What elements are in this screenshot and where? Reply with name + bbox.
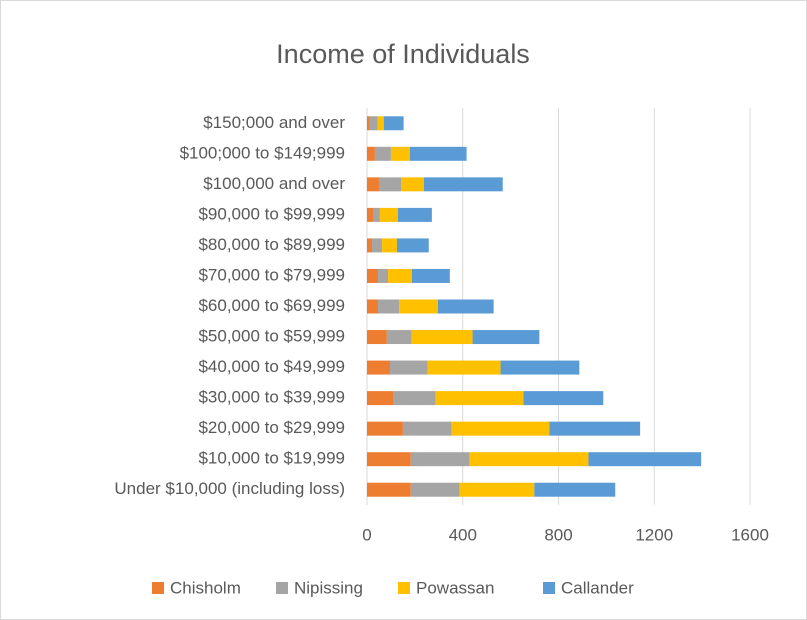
x-tick-label: 400 — [449, 525, 477, 544]
bar-segment — [378, 299, 400, 314]
bar-segment — [367, 360, 390, 375]
bar-segment — [523, 391, 604, 406]
legend-label: Callander — [561, 578, 634, 597]
y-tick-label: $20,000 to $29,999 — [198, 418, 345, 437]
bar-segment — [388, 268, 413, 283]
bar-segment — [399, 299, 438, 314]
x-tick-label: 0 — [362, 525, 371, 544]
bar-segment — [367, 391, 394, 406]
y-tick-label: $40,000 to $49,999 — [198, 357, 345, 376]
legend-swatch — [152, 582, 164, 594]
legend-label: Chisholm — [170, 578, 241, 597]
bar-segment — [367, 177, 379, 192]
bar-segment — [367, 330, 387, 345]
bar-segment — [367, 146, 375, 161]
y-tick-label: $100,000 and over — [203, 174, 345, 193]
bar-segment — [367, 116, 370, 131]
bar-segment — [378, 268, 389, 283]
bar-segment — [410, 482, 460, 497]
bar-segment — [367, 207, 373, 222]
bar-segment — [409, 146, 467, 161]
x-tick-label: 1200 — [635, 525, 673, 544]
bar-segment — [437, 299, 494, 314]
legend-swatch — [543, 582, 555, 594]
bar-segment — [411, 330, 473, 345]
y-tick-label: $50,000 to $59,999 — [198, 327, 345, 346]
bar-segment — [402, 421, 452, 436]
bar-segment — [372, 238, 383, 253]
bar-segment — [377, 116, 384, 131]
bar-segment — [382, 238, 397, 253]
y-tick-label: $10,000 to $19,999 — [198, 449, 345, 468]
bar-segment — [378, 177, 401, 192]
bar-segment — [389, 360, 428, 375]
bar-segment — [459, 482, 535, 497]
x-tick-label: 1600 — [731, 525, 769, 544]
bar-segment — [390, 146, 410, 161]
bar-segment — [472, 330, 540, 345]
bar-segment — [374, 146, 391, 161]
bar-segment — [469, 452, 589, 467]
y-tick-label: $70,000 to $79,999 — [198, 265, 345, 284]
y-tick-label: $100;000 to $149;999 — [180, 143, 345, 162]
bar-segment — [423, 177, 503, 192]
legend-swatch — [398, 582, 410, 594]
legend-label: Nipissing — [294, 578, 363, 597]
chart-title: Income of Individuals — [276, 39, 530, 69]
y-tick-label: $80,000 to $89,999 — [198, 235, 345, 254]
bar-segment — [367, 238, 373, 253]
bar-segment — [367, 268, 379, 283]
bar-segment — [367, 482, 411, 497]
legend-swatch — [276, 582, 288, 594]
bar-segment — [435, 391, 524, 406]
bar-segment — [367, 452, 411, 467]
bar-segment — [412, 268, 450, 283]
y-tick-label: $30,000 to $39,999 — [198, 388, 345, 407]
bar-segment — [427, 360, 501, 375]
bar-segment — [500, 360, 580, 375]
bar-segment — [367, 299, 379, 314]
bar-segment — [451, 421, 550, 436]
bar-segment — [588, 452, 702, 467]
y-tick-label: Under $10,000 (including loss) — [114, 479, 345, 498]
bar-segment — [379, 207, 398, 222]
bar-segment — [400, 177, 424, 192]
y-tick-label: $90,000 to $99,999 — [198, 204, 345, 223]
bar-segment — [383, 116, 404, 131]
bar-segment — [410, 452, 470, 467]
bar-segment — [393, 391, 436, 406]
y-tick-label: $60,000 to $69,999 — [198, 296, 345, 315]
bar-segment — [372, 207, 380, 222]
bar-segment — [397, 207, 432, 222]
bar-segment — [367, 421, 403, 436]
bar-segment — [534, 482, 616, 497]
bar-segment — [386, 330, 412, 345]
bar-segment — [369, 116, 378, 131]
bar-segment — [396, 238, 429, 253]
legend-label: Powassan — [416, 578, 494, 597]
bar-segment — [549, 421, 641, 436]
y-tick-label: $150;000 and over — [203, 113, 345, 132]
x-tick-label: 800 — [544, 525, 572, 544]
